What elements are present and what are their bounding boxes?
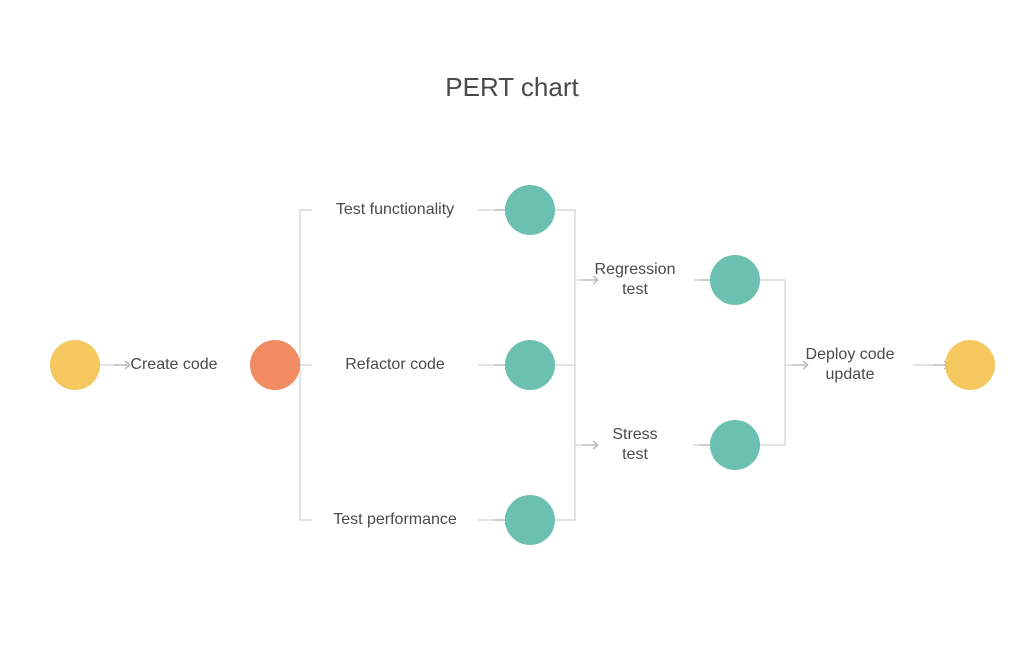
node-func bbox=[505, 185, 555, 235]
label-l-deploy: Deploy codeupdate bbox=[785, 345, 915, 385]
label-l-stress: Stresstest bbox=[575, 425, 695, 465]
label-l-perf: Test performance bbox=[315, 510, 475, 530]
node-perf bbox=[505, 495, 555, 545]
node-refactor bbox=[505, 340, 555, 390]
label-l-create: Create code bbox=[119, 355, 229, 375]
label-l-regression: Regressiontest bbox=[575, 260, 695, 300]
node-regression bbox=[710, 255, 760, 305]
node-stress bbox=[710, 420, 760, 470]
label-l-refactor: Refactor code bbox=[315, 355, 475, 375]
node-create bbox=[250, 340, 300, 390]
chart-title: PERT chart bbox=[0, 72, 1024, 103]
node-start bbox=[50, 340, 100, 390]
pert-chart-canvas: PERT chart Create code Test functionality… bbox=[0, 0, 1024, 665]
label-l-func: Test functionality bbox=[315, 200, 475, 220]
node-end bbox=[945, 340, 995, 390]
